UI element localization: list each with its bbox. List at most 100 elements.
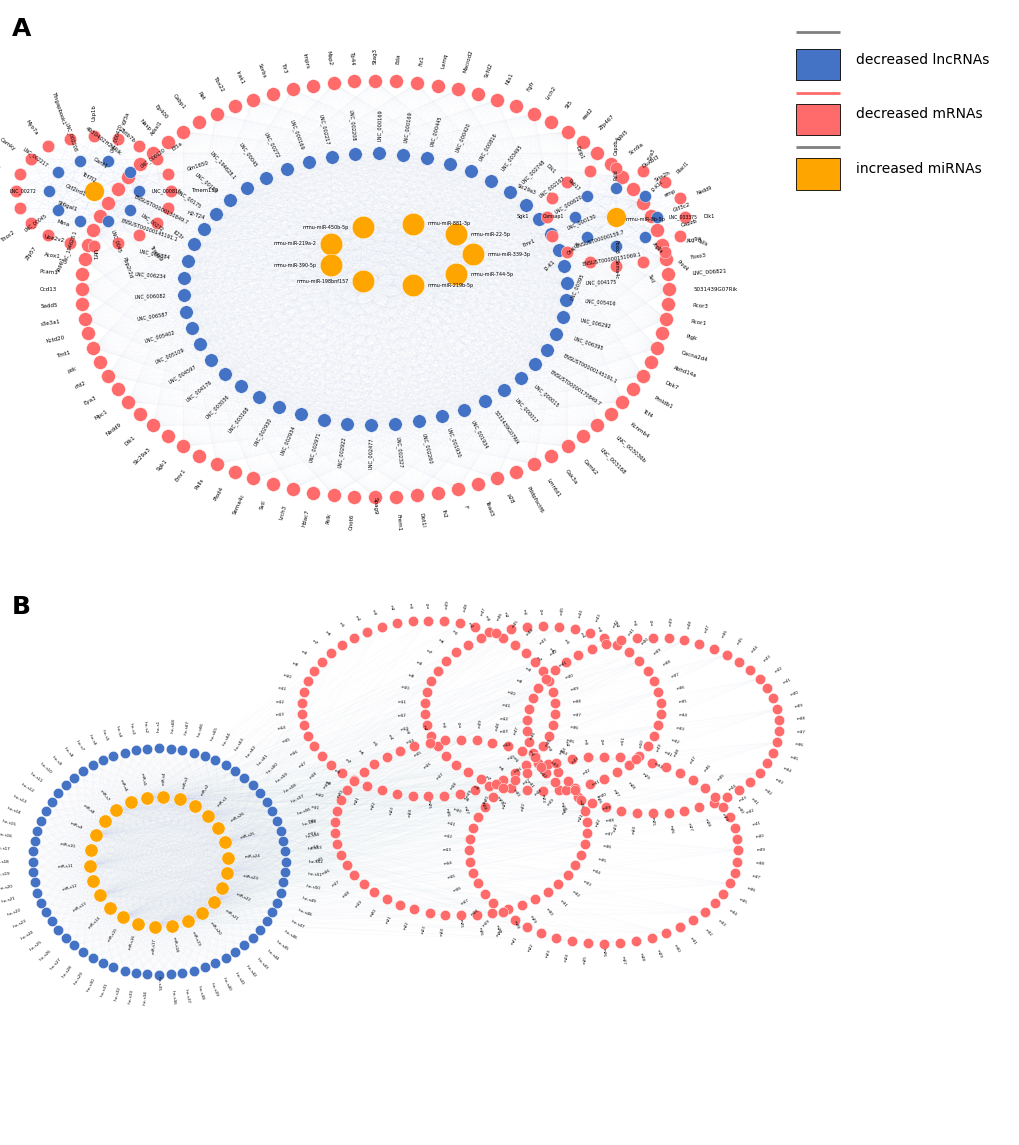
Point	[420, 611, 436, 630]
Text: m24: m24	[558, 803, 564, 812]
Point	[447, 226, 464, 244]
Text: Camsap1: Camsap1	[542, 214, 564, 220]
Text: m49: m49	[655, 742, 662, 752]
Point	[276, 863, 292, 882]
Point	[411, 412, 427, 431]
Text: F: F	[463, 505, 468, 510]
Text: m8: m8	[300, 649, 307, 656]
Text: m0: m0	[650, 619, 654, 625]
Text: decreased mRNAs: decreased mRNAs	[855, 108, 982, 121]
Text: miR-s24: miR-s24	[245, 854, 260, 859]
Text: Dot1l: Dot1l	[418, 512, 425, 528]
Text: LNC_00175: LNC_00175	[175, 189, 202, 210]
Point	[484, 788, 500, 806]
Text: m12: m12	[443, 835, 452, 839]
Point	[174, 964, 191, 982]
Text: Ube2v2: Ube2v2	[43, 235, 65, 244]
Point	[467, 781, 483, 799]
Point	[429, 662, 445, 680]
Text: m12: m12	[499, 717, 508, 721]
Point	[548, 325, 565, 343]
Text: m50: m50	[638, 739, 644, 748]
Point	[636, 228, 652, 246]
Point	[758, 679, 774, 697]
Text: miR-s25: miR-s25	[239, 831, 256, 839]
Text: m28: m28	[638, 953, 644, 962]
Point	[676, 802, 692, 820]
Text: Srin2h: Srin2h	[653, 171, 671, 183]
Point	[41, 182, 57, 200]
Text: m43: m43	[594, 613, 601, 623]
Point	[706, 788, 722, 806]
Point	[30, 821, 46, 839]
Text: m26: m26	[668, 824, 674, 834]
Point	[628, 804, 644, 822]
Point	[462, 852, 478, 870]
Text: m3: m3	[371, 609, 377, 616]
Text: lnc-s62: lnc-s62	[245, 744, 257, 759]
Text: lnc-s63: lnc-s63	[233, 737, 245, 752]
Text: Tbx22: Tbx22	[212, 76, 225, 93]
Point	[562, 932, 579, 950]
Text: m15: m15	[446, 874, 455, 879]
Text: Foxo3: Foxo3	[689, 252, 706, 260]
Text: Zfp467: Zfp467	[598, 113, 615, 132]
Text: m16: m16	[321, 869, 331, 876]
Point	[227, 761, 244, 780]
Point	[657, 924, 674, 942]
Point	[305, 483, 321, 502]
Point	[122, 163, 139, 181]
Text: Fiz1: Fiz1	[418, 55, 424, 66]
Point	[74, 761, 91, 780]
Text: Gtf3c2: Gtf3c2	[672, 202, 691, 213]
Point	[696, 779, 712, 797]
Text: Slc4la3: Slc4la3	[0, 161, 1, 172]
Text: Abhd14a: Abhd14a	[672, 365, 697, 379]
Point	[100, 366, 116, 385]
Text: LNC_002930: LNC_002930	[252, 417, 273, 447]
Text: mmu-miR-219a-2: mmu-miR-219a-2	[273, 242, 316, 246]
Text: m34: m34	[590, 869, 600, 876]
Text: LNC_003168: LNC_003168	[598, 447, 627, 475]
Text: Lmntd1: Lmntd1	[545, 477, 560, 498]
Text: lnc-s30: lnc-s30	[86, 977, 96, 992]
Text: m16: m16	[451, 886, 462, 893]
Point	[49, 163, 65, 181]
Text: m8: m8	[524, 666, 531, 673]
Text: m41: m41	[627, 627, 635, 637]
Point	[85, 756, 101, 774]
Point	[462, 830, 478, 848]
Point	[597, 634, 613, 653]
Point	[367, 72, 383, 90]
Text: lnc-s24: lnc-s24	[20, 930, 35, 941]
Text: mmu-miR-22-5p: mmu-miR-22-5p	[471, 231, 511, 237]
Text: LNC_000420: LNC_000420	[453, 121, 471, 153]
Text: m14: m14	[277, 726, 286, 731]
Text: LNC_002748: LNC_002748	[520, 158, 545, 185]
Text: m34: m34	[728, 909, 737, 917]
Text: LNC_000445: LNC_000445	[429, 114, 442, 147]
Text: m4: m4	[467, 622, 473, 629]
Point	[543, 447, 559, 465]
Text: m39: m39	[756, 848, 764, 852]
Text: m26: m26	[601, 948, 605, 956]
Point	[82, 856, 98, 875]
Point	[326, 813, 342, 831]
Point	[517, 196, 533, 214]
Point	[391, 742, 408, 760]
Text: Plod4: Plod4	[676, 259, 689, 273]
Text: m21: m21	[577, 813, 585, 822]
Text: lnc-s27: lnc-s27	[49, 957, 62, 971]
Text: lnc-s19: lnc-s19	[0, 872, 10, 877]
Point	[421, 903, 437, 922]
Point	[394, 145, 411, 164]
Point	[441, 155, 458, 173]
Text: m11: m11	[277, 686, 286, 692]
Point	[555, 258, 572, 276]
Text: m47: m47	[688, 755, 697, 764]
Text: LNC_00272: LNC_00272	[139, 213, 164, 234]
Point	[50, 921, 66, 939]
Text: LNC_000816: LNC_000816	[477, 132, 498, 161]
Text: m27: m27	[494, 924, 500, 934]
Text: Svil: Svil	[258, 499, 266, 511]
